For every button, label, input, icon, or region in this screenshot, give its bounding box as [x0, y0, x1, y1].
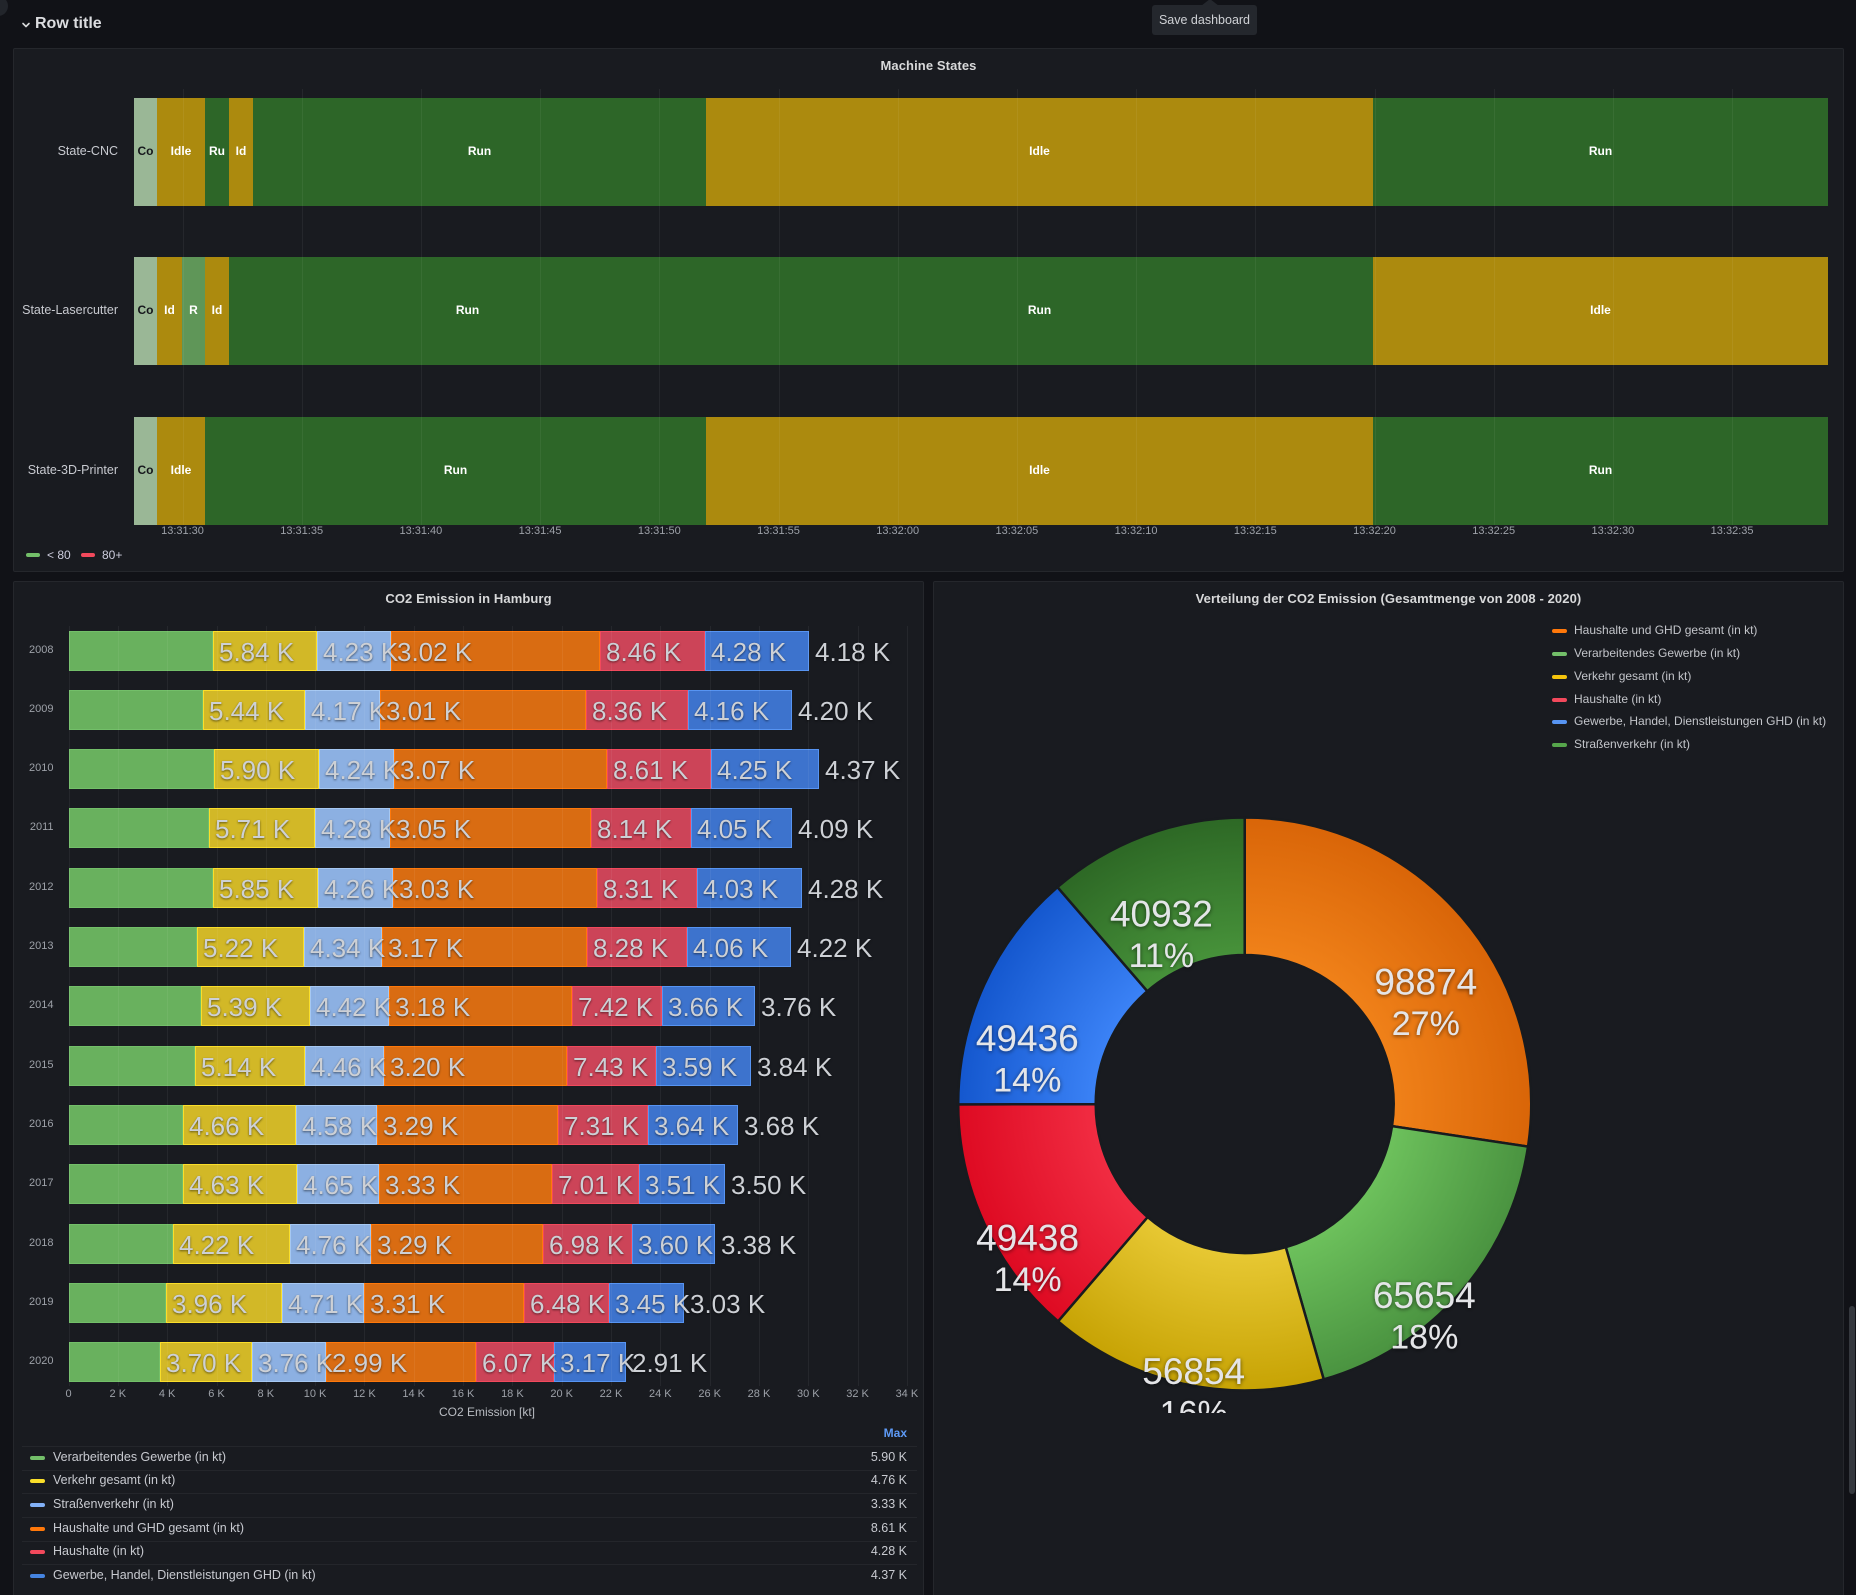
svg-text:11%: 11%	[1129, 937, 1195, 975]
svg-text:16%: 16%	[1160, 1395, 1228, 1414]
svg-text:98874: 98874	[1374, 962, 1477, 1003]
svg-text:56854: 56854	[1142, 1351, 1245, 1392]
svg-text:18%: 18%	[1390, 1319, 1458, 1357]
svg-text:14%: 14%	[994, 1261, 1062, 1299]
svg-text:27%: 27%	[1392, 1005, 1460, 1043]
svg-text:14%: 14%	[993, 1062, 1061, 1100]
svg-text:40932: 40932	[1110, 894, 1213, 935]
svg-text:49436: 49436	[976, 1018, 1079, 1059]
svg-text:65654: 65654	[1373, 1275, 1476, 1316]
svg-text:49438: 49438	[976, 1217, 1079, 1258]
